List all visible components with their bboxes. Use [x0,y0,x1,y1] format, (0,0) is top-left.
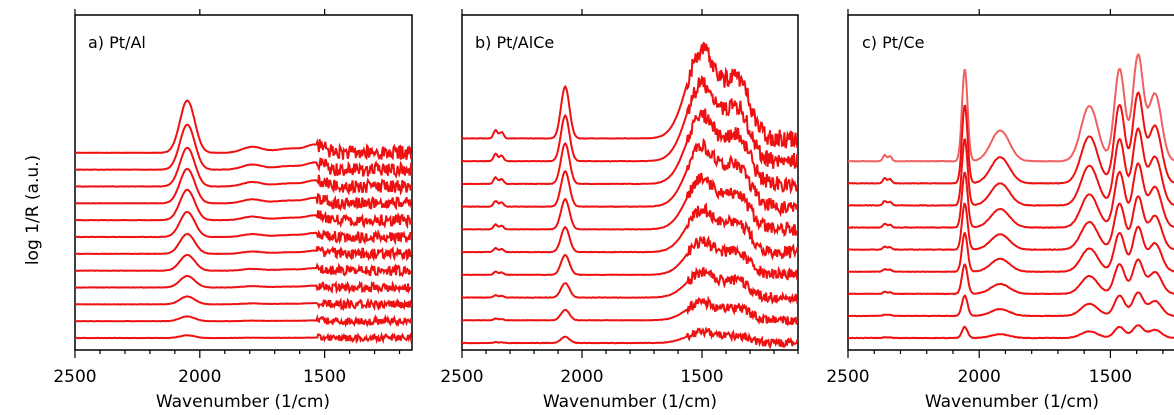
series-line [848,162,1174,229]
series-line [75,211,412,246]
panel-b-traces [462,42,798,350]
panel-c: 2500 2000 1500 c) Pt/Ce Wavenumber (1/cm) [826,9,1174,412]
y-axis-label: log 1/R (a.u.) [23,155,43,265]
series-line [462,295,798,327]
x-tick-label: 1500 [1089,367,1132,387]
series-line [848,195,1174,251]
series-line [462,42,798,149]
x-tick-label: 2500 [53,367,96,387]
series-line [462,266,798,305]
series-line [848,324,1174,340]
panel-a-frame [74,14,413,351]
series-line [462,202,798,261]
panel-a: 2500 2000 1500 a) Pt/Al Wavenumber (1/cm) [53,9,413,412]
x-tick-label: 2000 [560,367,603,387]
series-line [462,172,798,238]
x-tick-label: 1500 [680,367,723,387]
x-tick-label: 2500 [440,367,483,387]
series-line [462,137,798,218]
series-line [75,123,412,179]
panel-a-traces [75,99,412,345]
panel-a-title: a) Pt/Al [88,33,146,52]
series-line [75,188,412,230]
panel-c-traces [848,53,1174,340]
panel-b-title: b) Pt/AlCe [475,33,554,52]
series-line [462,108,798,195]
x-tick-label: 2000 [178,367,221,387]
panel-b-frame [461,14,799,351]
series-line [848,127,1174,207]
series-line [848,91,1174,185]
x-tick-label: 2500 [826,367,869,387]
x-tick-label: 1500 [303,367,346,387]
series-line [462,75,798,169]
series-line [75,232,412,262]
series-line [75,253,412,278]
series-line [75,99,412,161]
series-line [462,234,798,281]
panel-c-title: c) Pt/Ce [862,33,924,52]
panel-b-ticks: 2500 2000 1500 [440,9,799,387]
panel-c-ticks: 2500 2000 1500 [826,9,1164,387]
x-tick-label: 2000 [958,367,1001,387]
panel-c-xlabel: Wavenumber (1/cm) [925,392,1099,412]
series-line [75,295,412,312]
series-line [75,146,412,196]
series-line [848,225,1174,274]
panel-b: 2500 2000 1500 b) Pt/AlCe Wavenumber (1/cm… [440,9,799,412]
series-line [848,53,1174,163]
series-line [75,274,412,295]
series-line [462,326,798,350]
series-line [848,291,1174,318]
panel-a-ticks: 2500 2000 1500 [53,9,401,387]
series-line [848,258,1174,296]
series-line [75,313,412,328]
panel-b-xlabel: Wavenumber (1/cm) [543,392,717,412]
series-line [75,167,412,212]
panel-a-xlabel: Wavenumber (1/cm) [156,392,330,412]
series-line [75,331,412,345]
